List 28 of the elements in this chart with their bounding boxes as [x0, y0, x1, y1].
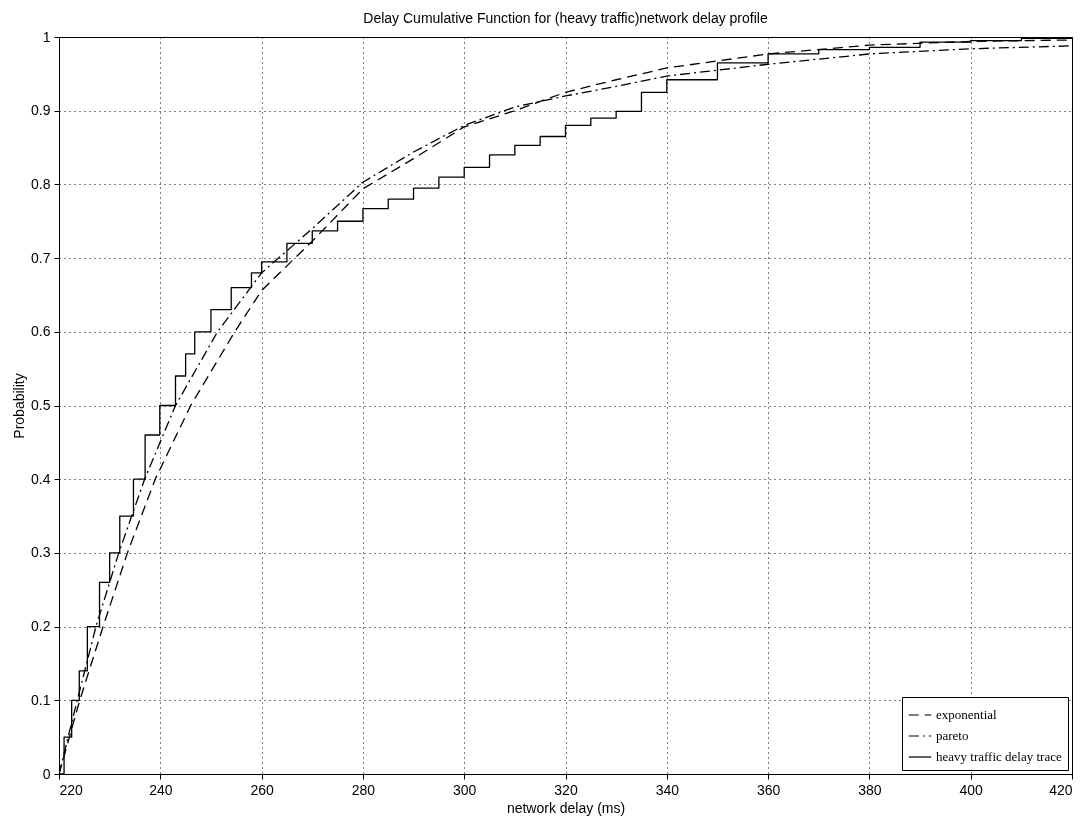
x-tick-label: 280: [351, 781, 376, 798]
y-tick-label: 0.9: [31, 102, 51, 119]
y-tick-label: 1: [42, 28, 51, 45]
y-tick-label: 0.8: [31, 175, 51, 192]
x-tick-label: 220: [59, 781, 84, 798]
x-tick-label: 300: [453, 781, 477, 798]
legend-label: pareto: [936, 728, 969, 743]
y-tick-label: 0.6: [31, 323, 51, 340]
y-tick-label: 0.7: [31, 249, 51, 266]
x-tick-label: 360: [756, 781, 781, 798]
legend-label: heavy traffic delay trace: [936, 749, 1062, 764]
y-tick-label: 0.1: [31, 691, 51, 708]
x-tick-label: 340: [655, 781, 680, 798]
y-tick-label: 0.4: [31, 470, 51, 487]
y-tick-label: 0.3: [31, 544, 51, 561]
legend-label: exponential: [936, 707, 998, 722]
x-tick-label: 260: [250, 781, 274, 798]
chart-title: Delay Cumulative Function for (heavy traffic)network delay profile: [363, 10, 768, 26]
x-axis-title: network delay (ms): [506, 799, 626, 816]
x-tick-label: 320: [554, 781, 578, 798]
x-tick-label: 400: [959, 781, 984, 798]
x-tick-label: 420: [1049, 781, 1073, 798]
x-tick-label: 380: [858, 781, 882, 798]
y-tick-label: 0: [42, 765, 51, 782]
x-tick-label: 240: [149, 781, 173, 798]
y-tick-label: 0.2: [31, 618, 51, 635]
y-axis-title: Probability: [11, 373, 28, 439]
y-tick-label: 0.5: [31, 397, 51, 413]
